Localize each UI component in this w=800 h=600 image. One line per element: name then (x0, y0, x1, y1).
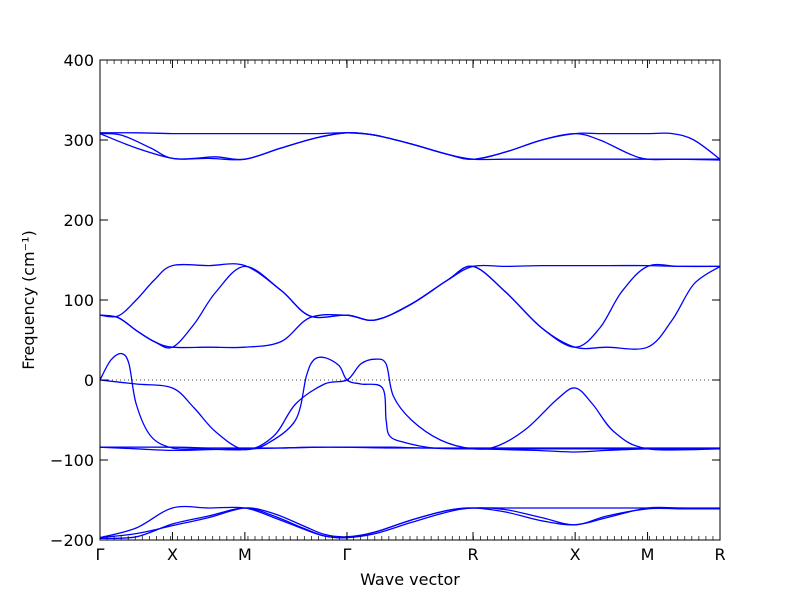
x-tick-label: X (570, 545, 581, 564)
axis-ticks: −200 −100 0 100 200 300 400 Γ X M Γ R X M R (50, 51, 726, 564)
plot-area (99, 132, 721, 540)
y-tick-label: 0 (84, 371, 94, 390)
band-line-4 (99, 263, 721, 322)
y-tick-label: −200 (50, 531, 94, 550)
band-line-13 (99, 507, 720, 540)
y-tick-label: −100 (50, 451, 94, 470)
band-line-1 (99, 132, 721, 160)
x-tick-label: R (467, 545, 478, 564)
band-line-5 (99, 263, 720, 349)
band-line-2 (99, 132, 720, 161)
band-line-10 (99, 446, 720, 453)
x-tick-label: Γ (343, 545, 352, 564)
y-tick-label: 200 (63, 211, 94, 230)
x-tick-label: M (641, 545, 655, 564)
x-axis-label: Wave vector (360, 570, 460, 589)
y-tick-label: 400 (63, 51, 94, 70)
x-tick-label: X (167, 545, 178, 564)
y-tick-label: 300 (63, 131, 94, 150)
band-line-6 (99, 265, 721, 350)
band-line-7 (99, 352, 720, 451)
x-tick-label: R (714, 545, 725, 564)
x-tick-label: M (238, 545, 252, 564)
plot-frame (99, 59, 721, 541)
y-axis-label: Frequency (cm⁻¹) (19, 230, 38, 369)
band-line-8 (99, 358, 721, 451)
band-line-12 (99, 505, 720, 539)
x-tick-label: Γ (96, 545, 105, 564)
y-tick-label: 100 (63, 291, 94, 310)
band-line-3 (99, 132, 721, 161)
